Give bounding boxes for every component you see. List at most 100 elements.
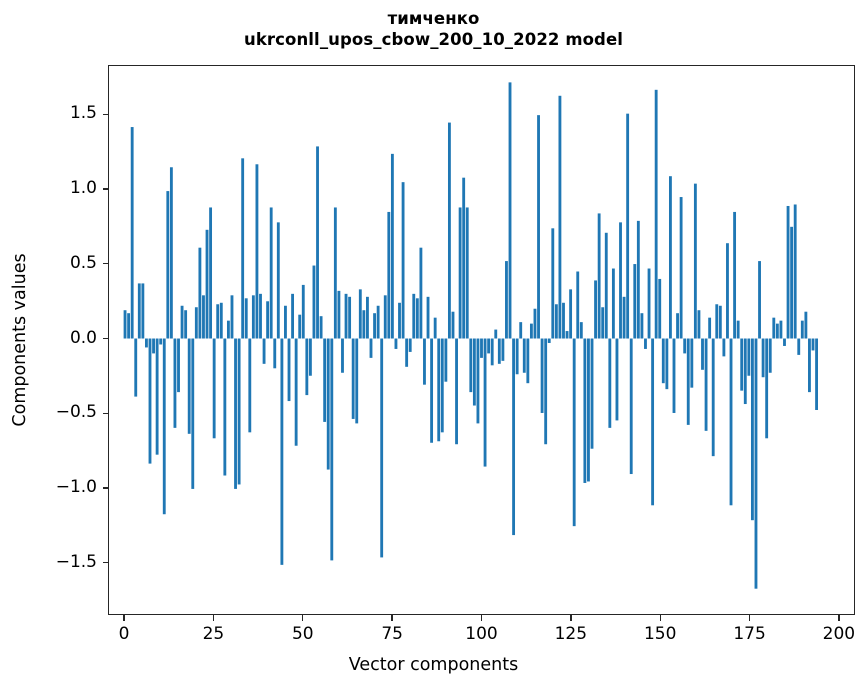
bar: [761, 338, 765, 378]
bar: [223, 338, 227, 476]
bar: [373, 313, 376, 339]
bar: [440, 338, 444, 433]
bar: [597, 213, 601, 339]
bar: [793, 204, 797, 339]
y-tick-label: −1.0: [55, 476, 97, 497]
bar: [551, 228, 555, 339]
bar: [533, 308, 537, 339]
bar: [159, 338, 163, 345]
bar: [544, 338, 548, 445]
bar: [341, 338, 344, 373]
bar: [423, 338, 426, 385]
bar: [790, 226, 794, 339]
bar: [251, 295, 255, 339]
bar: [483, 338, 487, 467]
bar: [522, 338, 526, 373]
bar: [676, 313, 679, 339]
y-tick-label: 0.0: [69, 327, 97, 348]
bar: [529, 323, 533, 339]
bar: [754, 338, 758, 589]
bar: [437, 338, 441, 442]
bar: [162, 338, 166, 515]
bar: [494, 329, 498, 339]
bar: [394, 338, 398, 349]
plot-area: [109, 66, 854, 614]
bar: [205, 229, 209, 339]
bar: [733, 211, 737, 339]
x-tick-mark: [123, 615, 125, 621]
bar: [683, 338, 687, 354]
bar: [629, 338, 633, 475]
x-tick-label: 25: [202, 624, 225, 644]
x-tick-label: 50: [291, 624, 314, 644]
bar: [401, 182, 405, 339]
x-axis-label: Vector components: [348, 655, 519, 675]
bar: [501, 338, 505, 361]
bar: [194, 307, 198, 339]
bar: [323, 338, 327, 422]
bar: [497, 338, 501, 364]
bar: [704, 338, 708, 431]
bar: [305, 338, 309, 396]
bar: [722, 338, 726, 357]
bar: [319, 316, 323, 339]
bar: [718, 305, 722, 339]
bar: [447, 122, 451, 339]
bar: [626, 113, 630, 339]
x-tick-mark: [570, 615, 572, 621]
bar: [173, 338, 177, 428]
bar: [565, 331, 569, 339]
bar: [169, 167, 173, 339]
bar: [554, 304, 558, 339]
bar: [130, 127, 134, 339]
bar: [505, 261, 508, 339]
bar: [241, 158, 245, 339]
bar: [487, 338, 491, 354]
bar: [155, 338, 159, 455]
bar: [651, 338, 655, 506]
bar: [405, 338, 409, 367]
bar: [515, 338, 519, 375]
bar: [469, 338, 473, 393]
bar: [152, 338, 155, 354]
bar: [747, 338, 751, 376]
bar: [312, 265, 316, 339]
bar: [308, 338, 312, 376]
bar: [362, 310, 366, 339]
bar: [701, 338, 704, 370]
bar: [455, 338, 458, 445]
bar: [212, 338, 216, 439]
y-tick-label: −0.5: [55, 402, 97, 423]
bar: [398, 302, 401, 339]
bar: [697, 310, 701, 339]
y-tick-label: −1.5: [55, 551, 97, 572]
bar: [284, 305, 287, 339]
x-tick-label: 0: [118, 624, 130, 644]
bar: [772, 317, 776, 339]
bar: [783, 338, 786, 346]
bar: [326, 338, 330, 470]
bar: [693, 183, 697, 339]
bar: [636, 220, 640, 339]
bar: [351, 338, 355, 419]
chart-title-line-2: ukrconll_upos_cbow_200_10_2022 model: [243, 30, 624, 50]
bar: [230, 295, 234, 339]
bar: [800, 320, 804, 339]
bar: [526, 338, 530, 384]
bar: [576, 271, 580, 339]
bar: [451, 311, 455, 339]
bar: [569, 289, 573, 339]
bar: [337, 290, 341, 339]
bar: [237, 338, 241, 485]
bar: [209, 207, 213, 339]
bar: [572, 338, 576, 527]
bar: [166, 191, 170, 339]
bar: [141, 283, 145, 339]
bar: [301, 284, 305, 339]
bar: [490, 338, 494, 366]
bar: [711, 338, 715, 457]
bar: [333, 207, 337, 339]
bar: [412, 293, 416, 339]
chart-title: тимченко ukrconll_upos_cbow_200_10_2022 …: [0, 8, 867, 50]
bar: [291, 293, 295, 339]
